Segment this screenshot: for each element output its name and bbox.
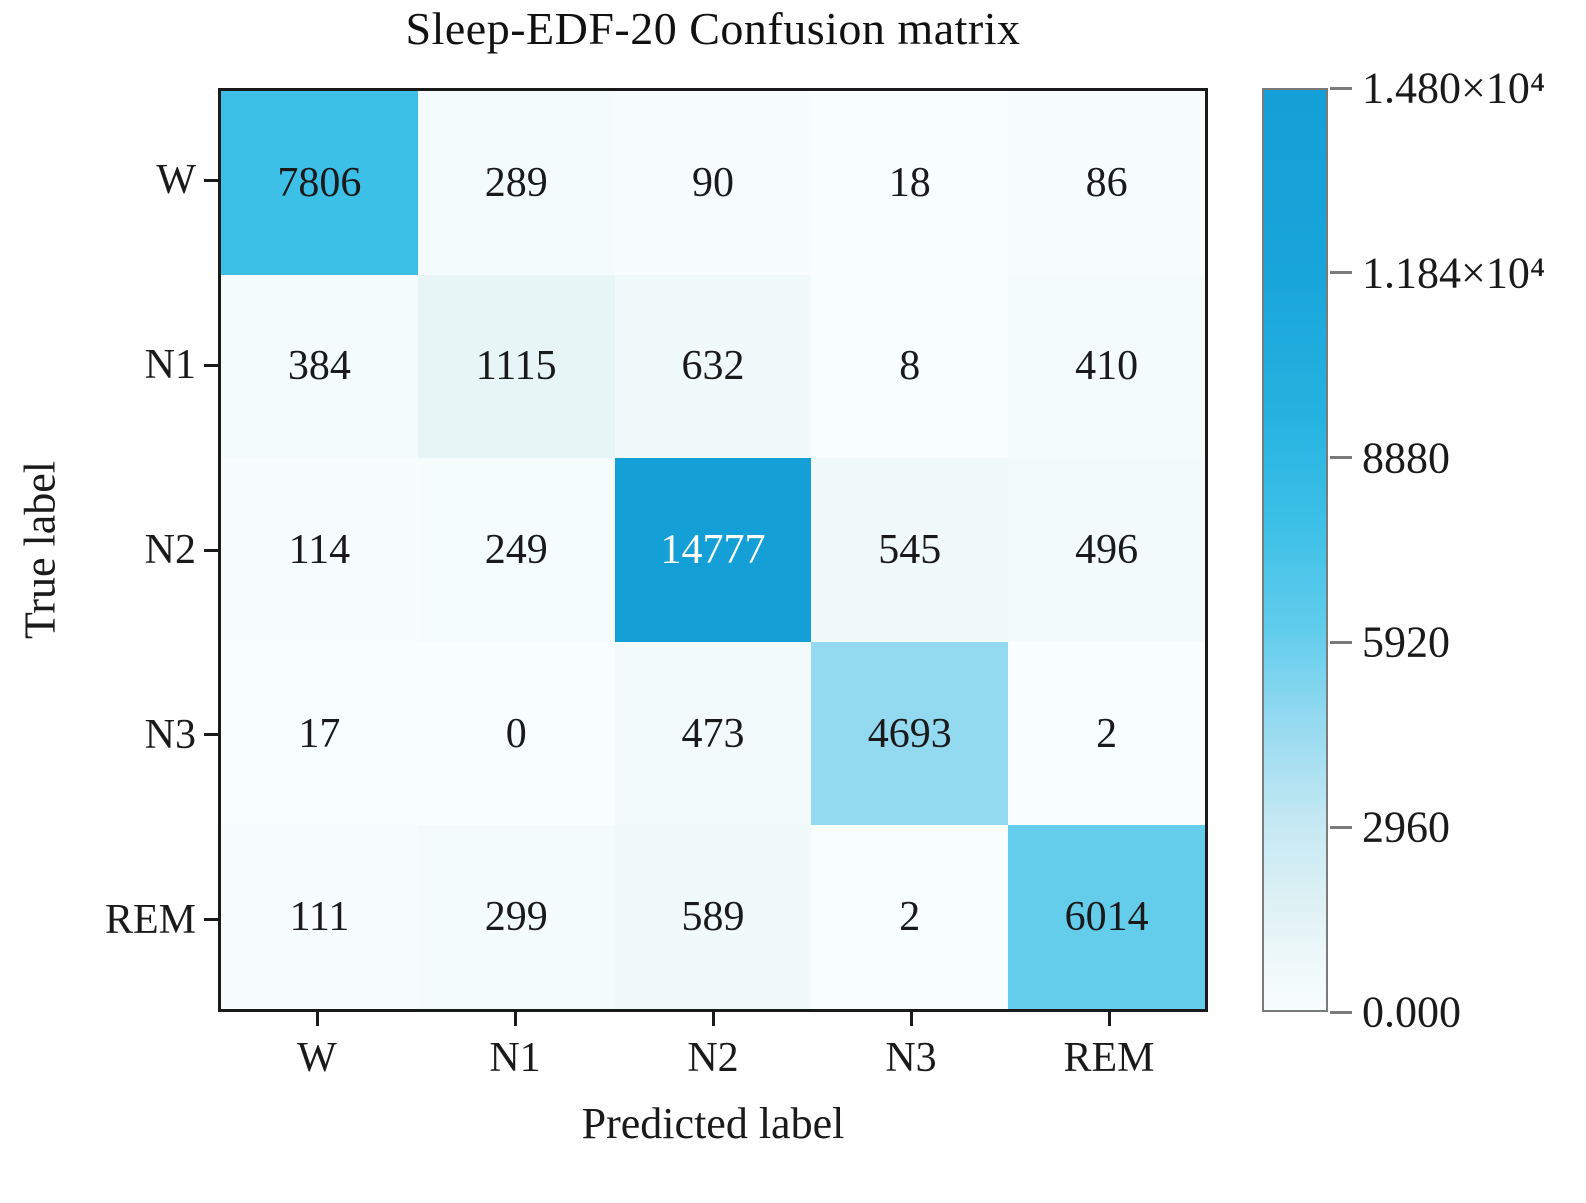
y-axis-tick-label: REM: [104, 896, 196, 943]
x-axis-tick-label: N3: [885, 1035, 937, 1081]
y-axis-tick-label: N1: [144, 342, 196, 389]
x-axis-title: Predicted label: [581, 1099, 845, 1148]
colorbar-tick-label: 5920: [1362, 617, 1450, 667]
matrix-cell: 86: [1008, 91, 1205, 275]
matrix-cell: 384: [221, 274, 418, 459]
colorbar-tick-label: 1.480×10⁴: [1362, 63, 1546, 113]
matrix-cell: 114: [221, 458, 418, 642]
matrix-cell: 496: [1008, 458, 1205, 642]
matrix-cell: 90: [614, 91, 812, 275]
colorbar-tick-label: 0.000: [1362, 987, 1461, 1037]
matrix-cell: 249: [417, 458, 615, 642]
colorbar-tick-label: 8880: [1362, 433, 1450, 483]
chart-title: Sleep-EDF-20 Confusion matrix: [405, 3, 1021, 54]
matrix-cell: 410: [1008, 274, 1205, 459]
colorbar-tick-label: 1.184×10⁴: [1362, 248, 1546, 298]
y-axis-tick: [204, 733, 218, 737]
matrix-cell: 111: [221, 825, 418, 1009]
matrix-cell: 0: [417, 641, 615, 826]
matrix-cell: 17: [221, 641, 418, 826]
colorbar-tick: [1330, 640, 1352, 644]
matrix-grid: 7806 289 90 18 86 384 1115 632 8 410 114 249 14777 54…: [218, 88, 1208, 1012]
matrix-cell: 289: [417, 91, 615, 275]
matrix-cell: 473: [614, 641, 812, 826]
y-axis-tick: [204, 363, 218, 367]
colorbar-tick: [1330, 1010, 1352, 1014]
matrix-cell: 2: [1008, 641, 1205, 826]
colorbar-tick: [1330, 86, 1352, 90]
matrix-cell: 1115: [417, 274, 615, 459]
x-axis-tick-label: N1: [489, 1035, 541, 1081]
x-axis-tick: [711, 1012, 715, 1026]
y-axis-tick-label: N3: [144, 711, 196, 758]
y-axis-tick-label: N2: [144, 527, 196, 573]
y-axis-tick: [204, 178, 218, 182]
matrix-cell: 589: [614, 825, 812, 1009]
matrix-cell: 6014: [1008, 825, 1205, 1009]
matrix-cell: 4693: [811, 641, 1009, 826]
x-axis-tick: [513, 1012, 517, 1026]
colorbar-tick-label: 2960: [1362, 802, 1450, 852]
x-axis-tick-label: REM: [1063, 1035, 1155, 1081]
colorbar: [1262, 88, 1328, 1012]
matrix-cell: 18: [811, 91, 1009, 275]
x-axis-tick: [909, 1012, 913, 1026]
x-axis-tick-label: W: [297, 1035, 337, 1081]
matrix-cell: 2: [811, 825, 1009, 1009]
matrix-cell: 14777: [614, 458, 812, 642]
y-axis-tick-label: W: [156, 157, 196, 204]
colorbar-tick: [1330, 271, 1352, 275]
matrix-cell: 545: [811, 458, 1009, 642]
colorbar-tick: [1330, 825, 1352, 829]
x-axis-tick: [315, 1012, 319, 1026]
x-axis-tick: [1107, 1012, 1111, 1026]
matrix-cell: 7806: [221, 91, 418, 275]
matrix-cell: 632: [614, 274, 812, 459]
x-axis-tick-label: N2: [687, 1035, 739, 1081]
colorbar-tick: [1330, 456, 1352, 460]
y-axis-tick: [204, 548, 218, 552]
matrix-cell: 299: [417, 825, 615, 1009]
y-axis-tick: [204, 918, 218, 922]
matrix-cell: 8: [811, 274, 1009, 459]
